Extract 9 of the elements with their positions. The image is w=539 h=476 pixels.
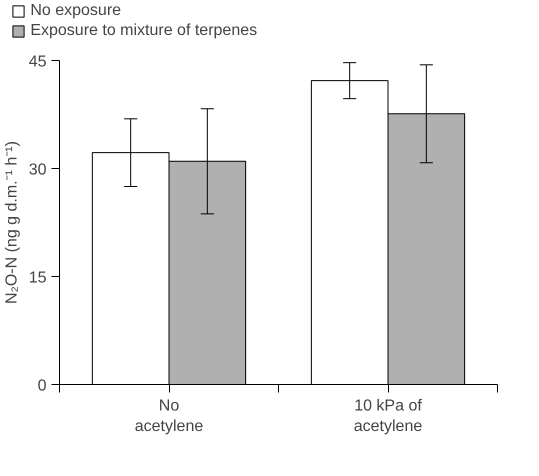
y-tick-label: 0 xyxy=(38,378,47,394)
x-tick-label: No acetylene xyxy=(134,398,204,435)
y-tick-label: 15 xyxy=(28,270,47,286)
y-axis-title: N₂O-N (ng g d.m.⁻¹ h⁻¹) xyxy=(4,141,21,304)
y-tick-label: 45 xyxy=(28,54,47,70)
legend-label: No exposure xyxy=(30,2,122,20)
x-tick-label: 10 kPa of acetylene xyxy=(354,398,422,435)
y-tick-label: 30 xyxy=(28,162,47,178)
legend-label: Exposure to mixture of terpenes xyxy=(30,22,258,40)
